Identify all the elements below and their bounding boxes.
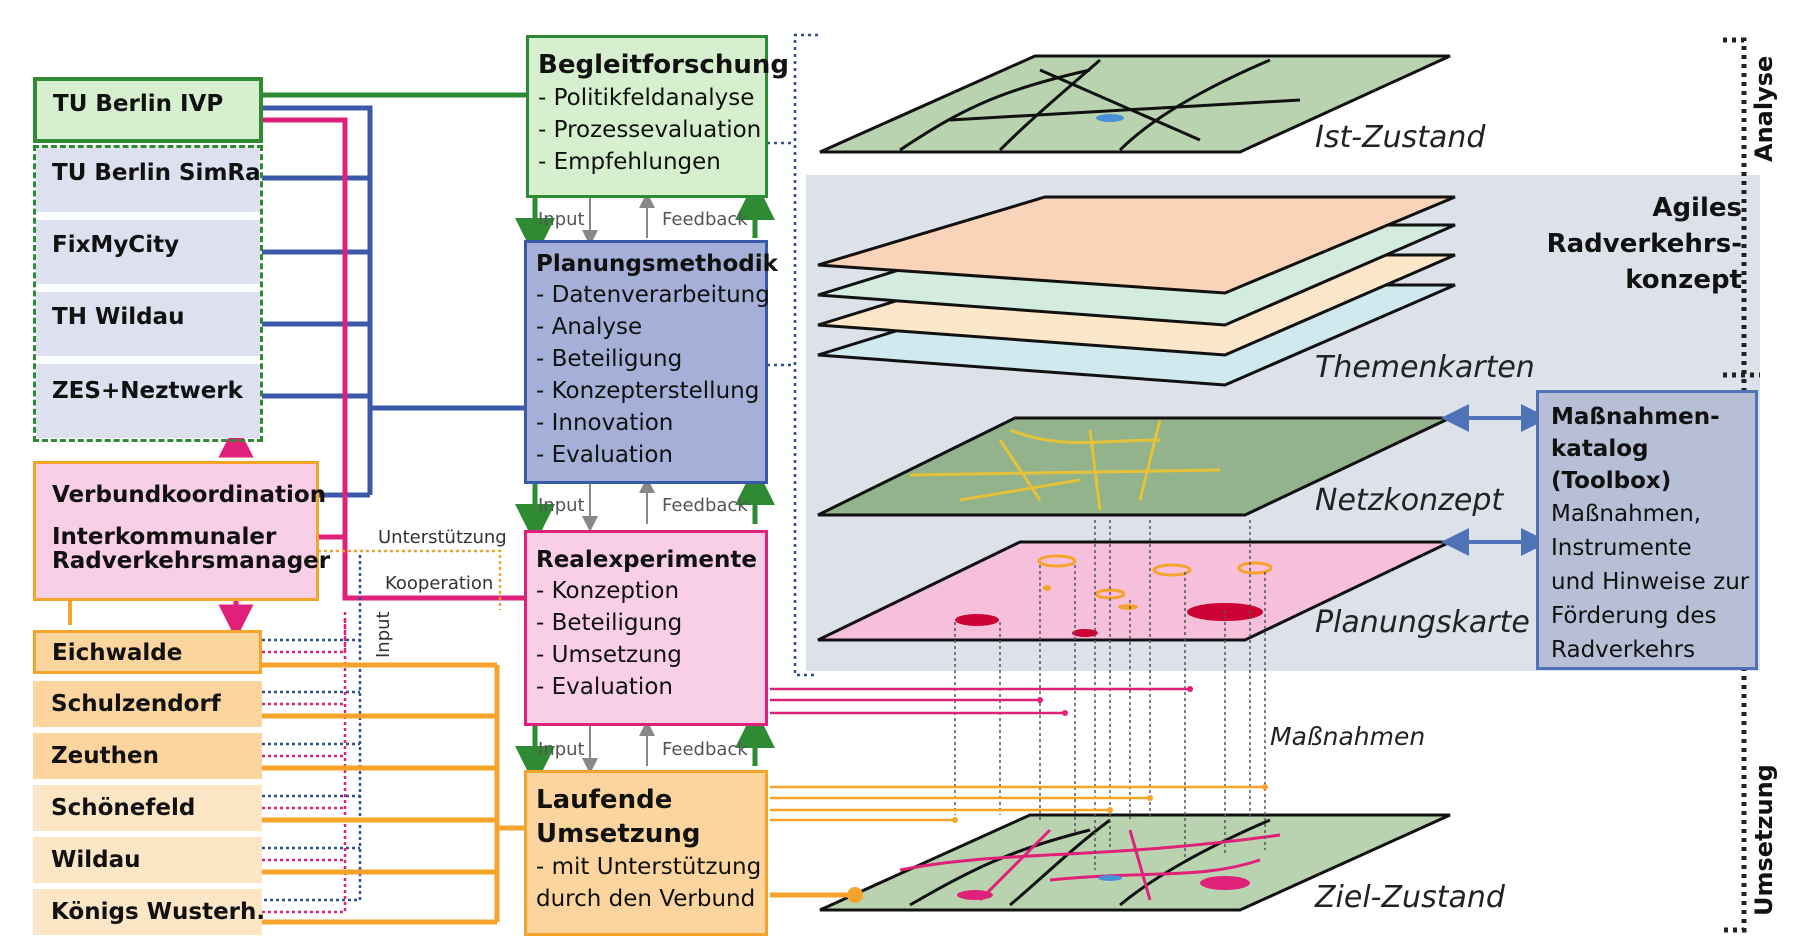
experiments-item: - Beteiligung bbox=[536, 610, 683, 636]
label-input: Input bbox=[538, 495, 585, 516]
label-input-vertical: Input bbox=[373, 611, 394, 658]
experiments-item: - Umsetzung bbox=[536, 642, 682, 668]
municipality-label: Schönefeld bbox=[51, 795, 196, 821]
phase-bracket bbox=[1723, 37, 1747, 933]
catalog-title-line: (Toolbox) bbox=[1551, 468, 1672, 494]
method-item: - Konzepterstellung bbox=[536, 378, 760, 404]
blue-bus bbox=[262, 105, 373, 495]
layer-target-map bbox=[819, 813, 1451, 912]
municipality-label: Wildau bbox=[51, 847, 141, 873]
layer-planning-map bbox=[817, 540, 1451, 642]
stage-ongoing-implementation: Laufende Umsetzung - mit Unterstützung d… bbox=[524, 770, 768, 936]
concept-line3: konzept bbox=[1625, 265, 1742, 295]
layer-label-thematic: Themenkarten bbox=[1315, 350, 1535, 385]
stage-accompanying-research: Begleitforschung - Politikfeldanalyse - … bbox=[526, 35, 789, 198]
implementation-item: - mit Unterstützung bbox=[536, 854, 762, 880]
research-item: - Politikfeldanalyse bbox=[538, 85, 755, 111]
layer-network-map bbox=[817, 416, 1451, 517]
catalog-body-line: Instrumente bbox=[1551, 535, 1692, 561]
label-cooperation: Kooperation bbox=[385, 573, 494, 594]
magenta-bus bbox=[262, 117, 526, 601]
stage-bracket bbox=[793, 33, 818, 677]
method-item: - Innovation bbox=[536, 410, 674, 436]
method-item: - Datenverarbeitung bbox=[536, 282, 770, 308]
coordination-box: Verbundkoordination Interkommunaler Radv… bbox=[33, 461, 330, 601]
label-feedback: Feedback bbox=[662, 209, 748, 230]
municipality-schulzendorf: Schulzendorf bbox=[33, 681, 262, 727]
layer-thematic-maps bbox=[817, 195, 1456, 387]
coordination-title: Verbundkoordination bbox=[52, 482, 327, 508]
experiments-title: Realexperimente bbox=[536, 547, 757, 573]
coordination-line3: Radverkehrsmanager bbox=[52, 548, 331, 574]
catalog-body-line: und Hinweise zur bbox=[1551, 569, 1750, 595]
catalog-title-line: katalog bbox=[1551, 436, 1649, 462]
label-feedback: Feedback bbox=[662, 495, 748, 516]
experiments-item: - Evaluation bbox=[536, 674, 673, 700]
measures-catalog-box: Maßnahmen- katalog (Toolbox) Maßnahmen, … bbox=[1536, 390, 1758, 670]
research-item: - Prozessevaluation bbox=[538, 117, 762, 143]
layer-label-current: Ist-Zustand bbox=[1315, 120, 1486, 155]
catalog-body-line: Maßnahmen, bbox=[1551, 501, 1702, 527]
stage-real-experiments: Realexperimente - Konzeption - Beteiligu… bbox=[524, 530, 768, 726]
partner-label: TU Berlin SimRa bbox=[52, 160, 261, 186]
layer-current-map bbox=[819, 54, 1451, 154]
partner-label: FixMyCity bbox=[52, 232, 180, 258]
method-title: Planungsmethodik bbox=[536, 251, 778, 277]
label-input: Input bbox=[538, 209, 585, 230]
implementation-item: durch den Verbund bbox=[536, 886, 756, 912]
research-item: - Empfehlungen bbox=[538, 149, 721, 175]
partner-label: TU Berlin IVP bbox=[53, 91, 224, 117]
partner-th-wildau: TH Wildau bbox=[36, 292, 260, 356]
layer-label-measures: Maßnahmen bbox=[1270, 722, 1426, 751]
method-item: - Evaluation bbox=[536, 442, 673, 468]
municipality-wildau: Wildau bbox=[33, 837, 262, 883]
municipality-label: Königs Wusterh. bbox=[51, 899, 266, 925]
concept-line1: Agiles bbox=[1652, 193, 1742, 223]
research-title: Begleitforschung bbox=[538, 50, 789, 80]
partner-fixmycity: FixMyCity bbox=[36, 220, 260, 284]
catalog-body-line: Radverkehrs bbox=[1551, 637, 1696, 663]
municipality-label: Eichwalde bbox=[52, 640, 183, 666]
municipality-label: Zeuthen bbox=[51, 743, 159, 769]
municipality-eichwalde: Eichwalde bbox=[33, 630, 262, 674]
phase-implementation-label: Umsetzung bbox=[1750, 764, 1778, 916]
label-feedback: Feedback bbox=[662, 739, 748, 760]
concept-title: Agiles Radverkehrs- konzept bbox=[1540, 190, 1742, 298]
partner-label: ZES+Neztwerk bbox=[52, 378, 243, 404]
partner-tu-berlin-simra: TU Berlin SimRa bbox=[36, 148, 261, 212]
municipality-label: Schulzendorf bbox=[51, 691, 221, 717]
catalog-body-line: Förderung des bbox=[1551, 603, 1717, 629]
catalog-title-line: Maßnahmen- bbox=[1551, 404, 1720, 430]
label-support: Unterstützung bbox=[378, 527, 507, 548]
implementation-title-2: Umsetzung bbox=[536, 819, 701, 849]
method-item: - Beteiligung bbox=[536, 346, 683, 372]
method-item: - Analyse bbox=[536, 314, 643, 340]
municipality-zeuthen: Zeuthen bbox=[33, 733, 262, 779]
municipality-schoenefeld: Schönefeld bbox=[33, 785, 262, 831]
partner-group bbox=[33, 145, 263, 442]
partner-tu-berlin-ivp: TU Berlin IVP bbox=[33, 77, 263, 143]
concept-line2: Radverkehrs- bbox=[1546, 229, 1742, 259]
coordination-line2: Interkommunaler bbox=[52, 524, 277, 550]
layer-label-network: Netzkonzept bbox=[1315, 483, 1504, 518]
municipality-koenigs-wusterhausen: Königs Wusterh. bbox=[33, 889, 266, 935]
partner-zes-netzwerk: ZES+Neztwerk bbox=[36, 364, 260, 438]
experiments-item: - Konzeption bbox=[536, 578, 680, 604]
stage-arrows bbox=[515, 180, 775, 786]
measure-drop-lines bbox=[954, 520, 1266, 870]
layer-label-target: Ziel-Zustand bbox=[1315, 880, 1505, 915]
layer-label-planning: Planungskarte bbox=[1315, 605, 1530, 640]
partner-label: TH Wildau bbox=[52, 304, 185, 330]
stage-planning-method: Planungsmethodik - Datenverarbeitung - A… bbox=[524, 240, 778, 484]
phase-analysis-label: Analyse bbox=[1750, 55, 1778, 162]
label-input: Input bbox=[538, 739, 585, 760]
implementation-title-1: Laufende bbox=[536, 785, 673, 815]
